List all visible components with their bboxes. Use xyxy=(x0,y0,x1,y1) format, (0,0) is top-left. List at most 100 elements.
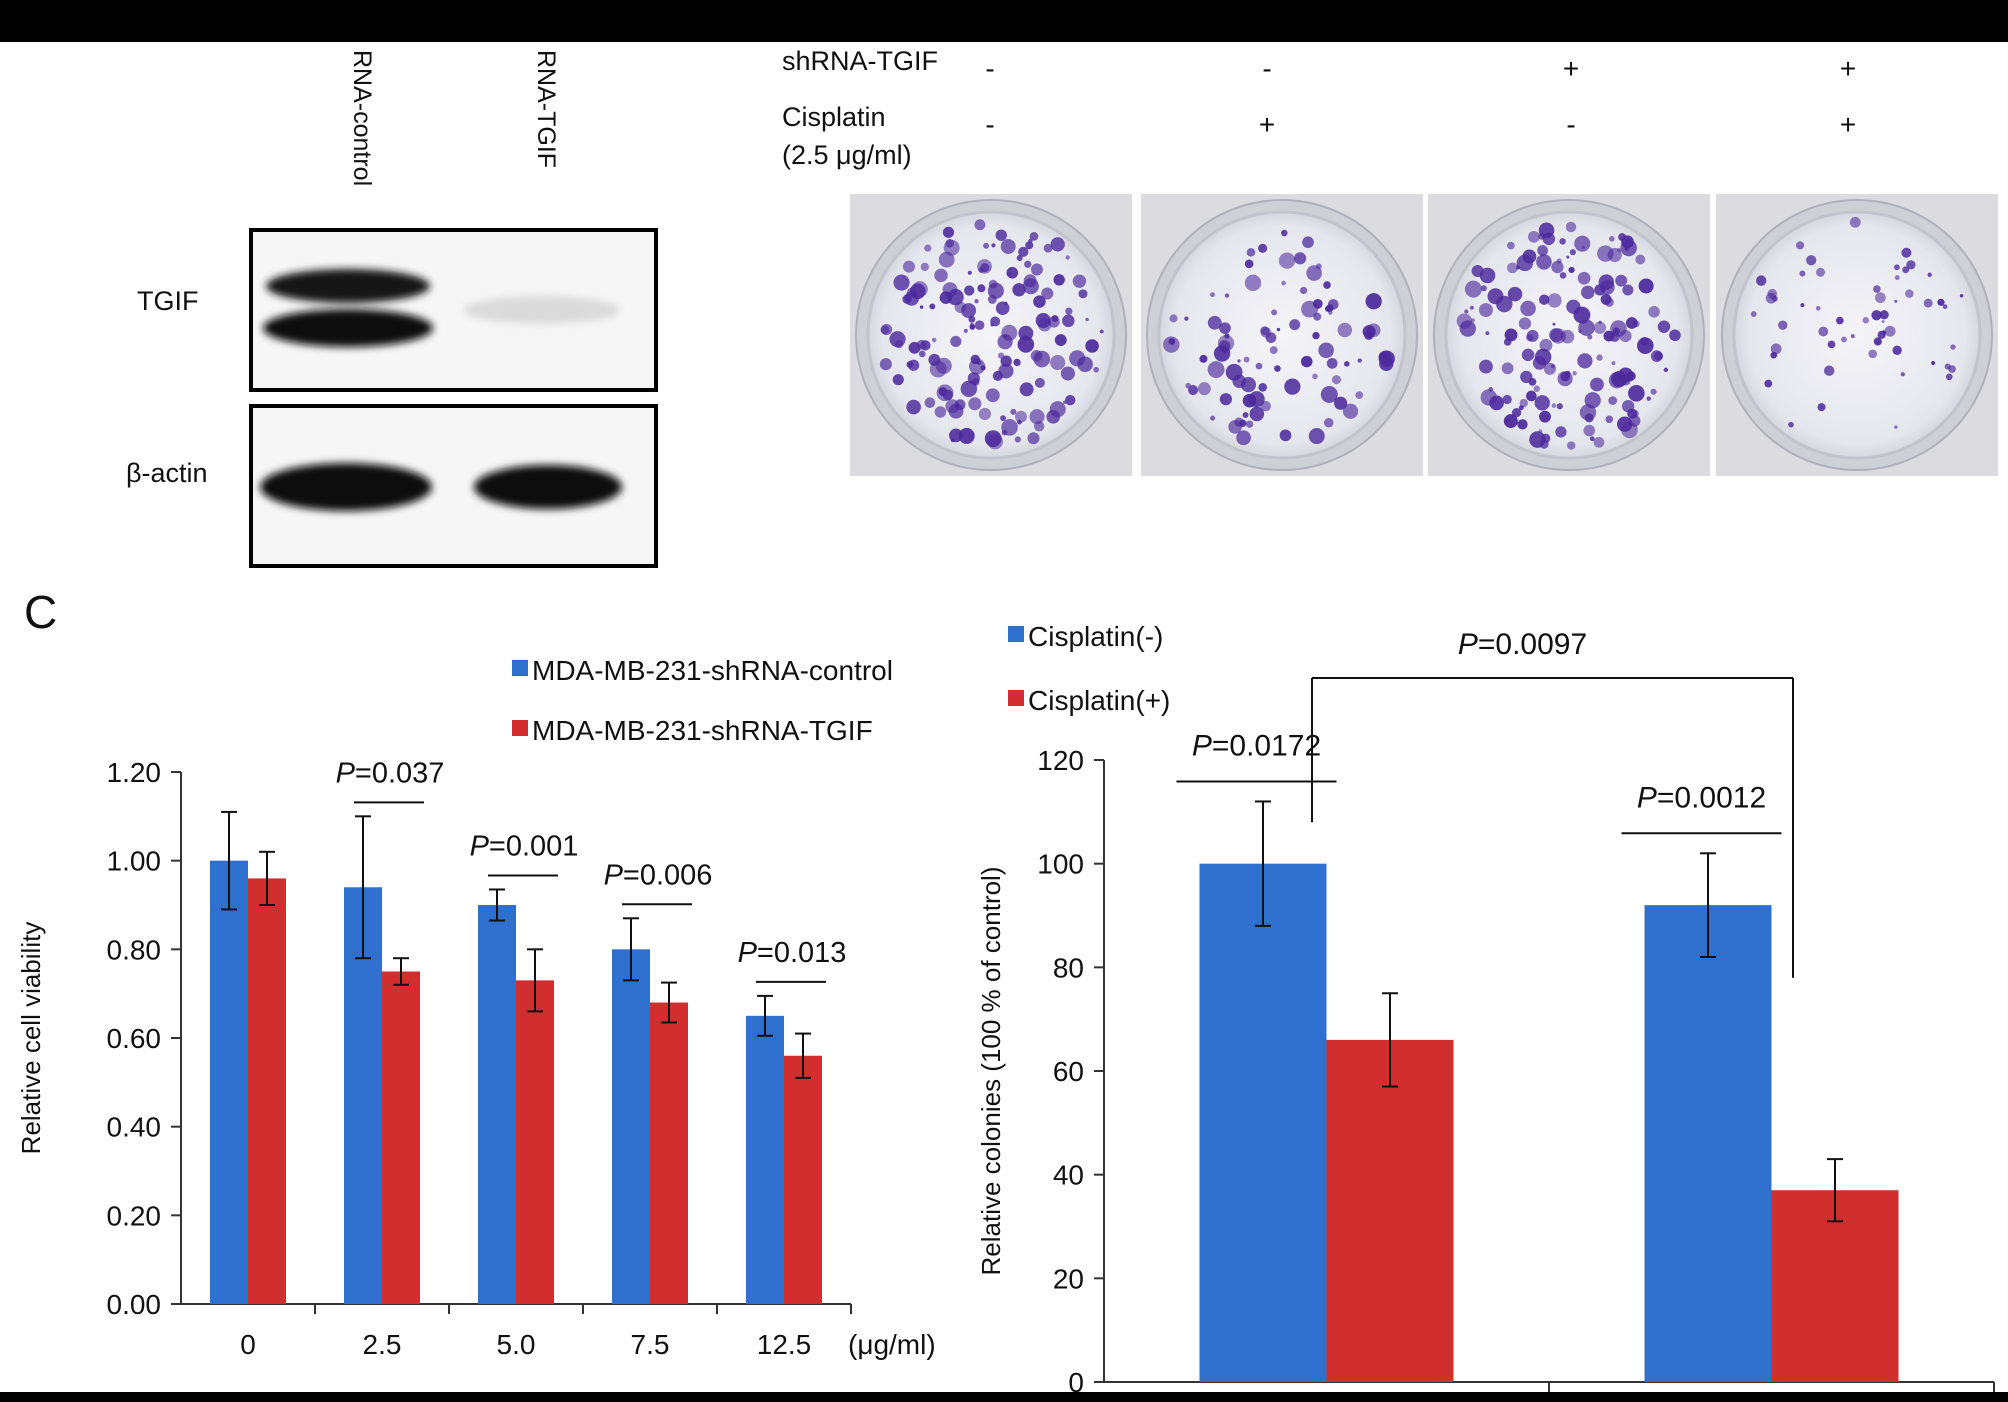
colony-dot xyxy=(1459,320,1476,337)
colony-dot xyxy=(1077,356,1093,373)
bar-red xyxy=(1326,1039,1454,1382)
colony-dot xyxy=(1959,294,1964,298)
colony-dot xyxy=(1019,382,1034,397)
colony-dot xyxy=(1219,393,1232,406)
colony-dot xyxy=(1365,293,1382,310)
treatment-sign-r0-c3: + xyxy=(1840,53,1856,84)
colony-dot xyxy=(1906,260,1916,270)
p-symbol: P xyxy=(1192,729,1212,762)
colony-dot xyxy=(1217,335,1235,352)
colony-dot xyxy=(1364,330,1374,341)
x-tick-label: 2.5 xyxy=(363,1329,402,1360)
colony-dot xyxy=(1242,412,1249,418)
p-symbol: P xyxy=(738,937,758,969)
colony-dot xyxy=(1532,356,1547,370)
colony-dot xyxy=(1269,346,1278,355)
colony-dot xyxy=(1313,312,1322,321)
colony-dot xyxy=(1485,331,1490,336)
p-value-number: =0.0012 xyxy=(1657,781,1766,814)
colony-dot xyxy=(1574,235,1591,252)
bar-red xyxy=(650,1002,688,1304)
colony-dot xyxy=(1937,298,1945,306)
colony-dot xyxy=(1224,333,1230,339)
x-tick-label: 0 xyxy=(240,1329,256,1360)
colony-dot xyxy=(1584,413,1594,423)
colony-dot xyxy=(950,335,962,348)
colony-dot xyxy=(1578,319,1595,336)
colony-dot xyxy=(1281,280,1286,286)
colony-dot xyxy=(1608,396,1618,405)
p-value-number: =0.006 xyxy=(623,859,713,891)
colony-dot xyxy=(1862,317,1870,324)
colony-dot xyxy=(1232,374,1246,388)
colony-dot xyxy=(1053,274,1065,286)
colony-dot xyxy=(1488,387,1494,392)
colony-dot xyxy=(1593,321,1607,334)
colony-dot xyxy=(1065,307,1073,315)
legend-label: Cisplatin(-) xyxy=(1028,621,1163,652)
colony-dot xyxy=(1560,329,1575,344)
colony-dot xyxy=(942,226,955,238)
treatment-sign-r1-c2: - xyxy=(1566,109,1575,140)
colony-dot xyxy=(1001,324,1018,341)
colony-dot xyxy=(1357,358,1362,363)
colony-dot xyxy=(1030,349,1043,362)
colony-dot xyxy=(1504,328,1518,342)
colony-dot xyxy=(968,315,976,323)
colony-dot xyxy=(1001,419,1018,436)
y-tick-label: 0.60 xyxy=(107,1023,162,1054)
colony-dot xyxy=(1577,271,1591,285)
p-value-label: P=0.0012 xyxy=(1637,781,1766,814)
colony-dot xyxy=(1024,260,1032,268)
colony-dot xyxy=(1479,267,1496,284)
colony-dot xyxy=(1555,426,1567,438)
y-tick-label: 0.40 xyxy=(107,1112,162,1143)
colony-dot xyxy=(1012,283,1026,297)
colony-dot xyxy=(1551,260,1564,274)
figure-canvas: RNA-control RNA-TGIF TGIF β-actin shRNA-… xyxy=(16,46,1998,1392)
colony-dot xyxy=(984,430,1002,447)
colony-dot xyxy=(1517,419,1528,430)
p-value-label: P=0.006 xyxy=(604,859,713,891)
bar-red xyxy=(516,980,554,1304)
colony-dot xyxy=(1931,361,1936,366)
colony-dot xyxy=(969,358,986,375)
colony-dot xyxy=(1529,431,1546,448)
colony-dot xyxy=(1902,266,1910,274)
colony-dot xyxy=(945,239,955,248)
colony-dot xyxy=(995,301,1010,315)
colony-dot xyxy=(1027,432,1040,445)
colony-dot xyxy=(1246,248,1256,257)
colony-dot xyxy=(893,274,910,291)
colony-dot xyxy=(1827,340,1836,349)
colony-dot xyxy=(1085,317,1089,322)
colony-dot xyxy=(1312,331,1320,340)
colony-dot xyxy=(1300,355,1313,368)
colony-dot xyxy=(1471,265,1484,277)
p-value-number: =0.037 xyxy=(355,757,445,789)
colony-dot xyxy=(1892,345,1902,355)
colony-dot xyxy=(990,316,1001,327)
colony-dot xyxy=(1871,310,1882,321)
colony-dot xyxy=(1507,262,1518,274)
colony-dot xyxy=(1324,305,1331,312)
plate-well xyxy=(866,210,1116,460)
viability-chart: 0.00 0.20 0.40 0.60 0.80 1.00 1.20 Relative cel… xyxy=(16,655,936,1360)
colony-dot xyxy=(1616,247,1622,253)
colony-dot xyxy=(1538,294,1550,305)
p-value-label: P=0.037 xyxy=(336,757,445,789)
colony-dot xyxy=(1163,336,1180,353)
colony-dot xyxy=(964,285,975,296)
colony-plate-2 xyxy=(1141,194,1423,476)
colony-dot xyxy=(1489,395,1504,411)
colony-dot xyxy=(1778,320,1788,330)
colony-dot xyxy=(1258,383,1268,392)
colony-dot xyxy=(907,359,920,371)
colony-dot xyxy=(1318,342,1334,359)
legend-label: Cisplatin(+) xyxy=(1028,685,1170,716)
colony-dot xyxy=(963,328,968,333)
colony-dot xyxy=(1210,415,1216,421)
x-tick-label: 12.5 xyxy=(757,1329,812,1360)
colony-dot xyxy=(1541,433,1551,443)
colony-dot xyxy=(892,374,904,386)
